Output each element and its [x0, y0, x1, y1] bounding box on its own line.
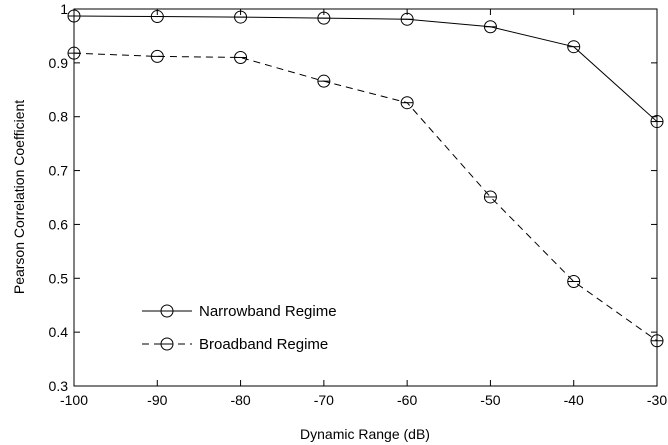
series-narrowband-regime: [68, 10, 663, 128]
legend-label-broadband-regime: Broadband Regime: [199, 336, 328, 353]
x-tick-label: -50: [480, 392, 500, 408]
x-tick-label: -80: [230, 392, 250, 408]
y-tick-label: 0.5: [49, 270, 69, 286]
y-tick-label: 0.7: [49, 163, 69, 179]
y-tick-label: 0.3: [49, 378, 69, 394]
axis-ticks: -100 -90 -80 -70 -60 -50 -40 -30 0.3 0.4 0.5 0.6 0.7…: [49, 1, 668, 408]
x-tick-label: -30: [647, 392, 667, 408]
series-broadband-regime: [68, 47, 663, 347]
y-axis-label: Pearson Correlation Coefficient: [11, 100, 27, 294]
y-tick-label: 0.8: [49, 109, 69, 125]
x-tick-label: -60: [397, 392, 417, 408]
y-tick-label: 0.9: [49, 55, 69, 71]
series-line-narrowband-regime: [74, 16, 657, 122]
x-tick-label: -90: [147, 392, 167, 408]
x-axis-label: Dynamic Range (dB): [300, 426, 430, 442]
x-tick-label: -100: [60, 392, 88, 408]
x-tick-label: -70: [314, 392, 334, 408]
legend: Narrowband Regime Broadband Regime: [142, 303, 337, 353]
series-layer: [68, 10, 663, 347]
x-tick-label: -40: [564, 392, 584, 408]
y-tick-label: 1: [60, 1, 68, 17]
plot-frame: [74, 9, 657, 386]
y-tick-label: 0.4: [49, 324, 69, 340]
y-tick-label: 0.6: [49, 216, 69, 232]
legend-label-narrowband-regime: Narrowband Regime: [199, 303, 337, 320]
series-line-broadband-regime: [74, 53, 657, 341]
